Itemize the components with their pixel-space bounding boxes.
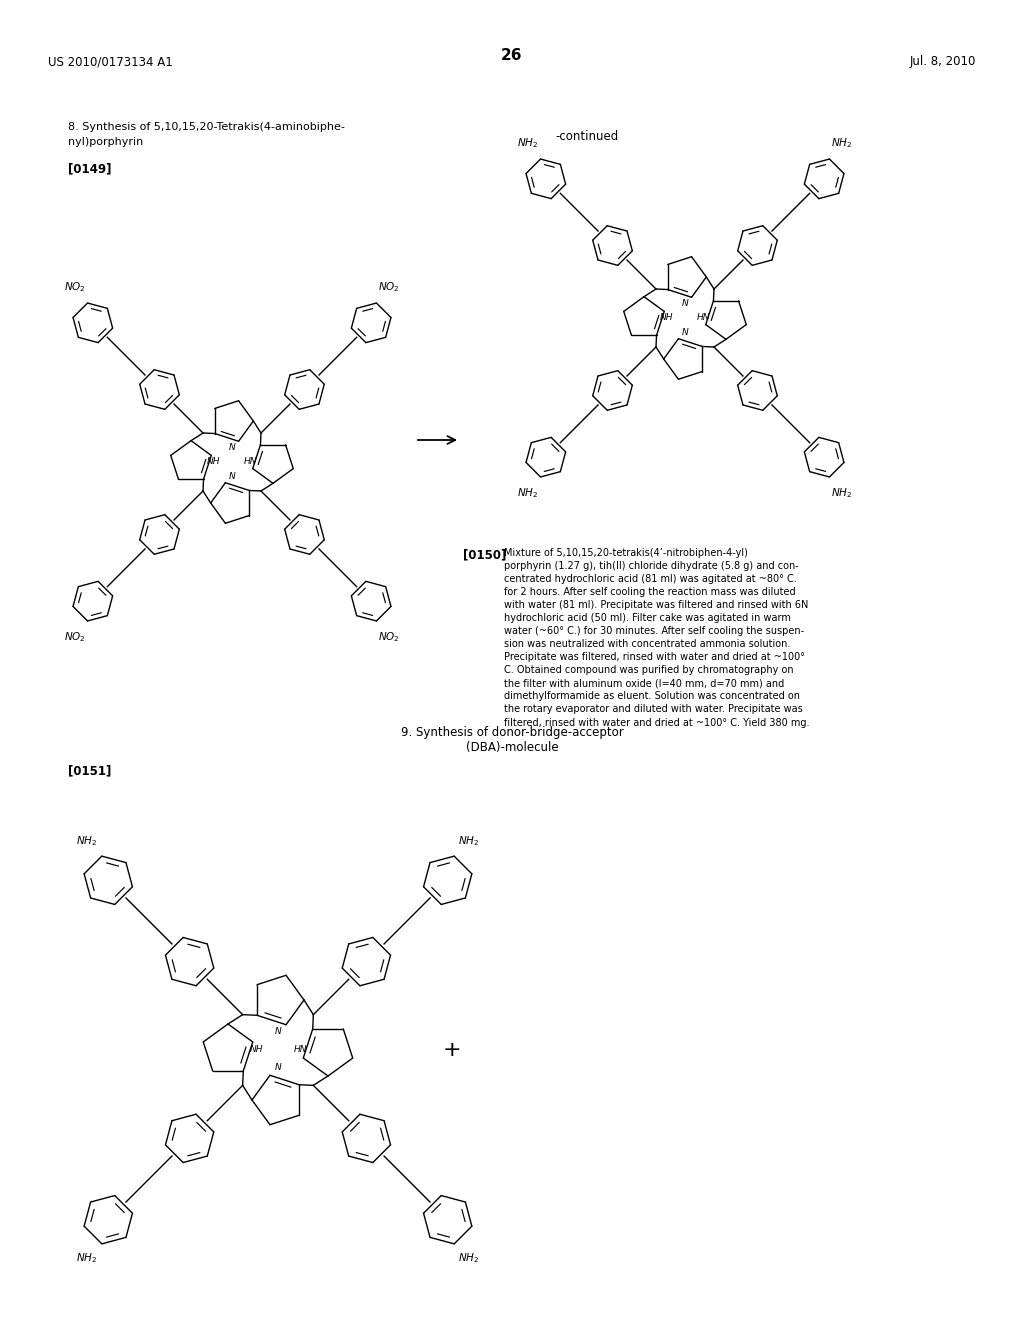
Text: [0150]: [0150] (463, 548, 507, 561)
Text: N: N (274, 1064, 282, 1072)
Text: 26: 26 (502, 48, 522, 62)
Text: Jul. 8, 2010: Jul. 8, 2010 (909, 55, 976, 69)
Text: 8. Synthesis of 5,10,15,20-Tetrakis(4-aminobiphe-: 8. Synthesis of 5,10,15,20-Tetrakis(4-am… (68, 121, 345, 132)
Text: $NO_2$: $NO_2$ (65, 630, 86, 644)
Text: nyl)porphyrin: nyl)porphyrin (68, 137, 143, 147)
Text: [0151]: [0151] (68, 764, 112, 777)
Text: +: + (442, 1040, 462, 1060)
Text: NH: NH (207, 458, 221, 466)
Text: N: N (228, 442, 236, 451)
Text: $NH_2$: $NH_2$ (517, 136, 539, 150)
Text: HN: HN (293, 1045, 307, 1055)
Text: NH: NH (660, 314, 674, 322)
Text: $NH_2$: $NH_2$ (517, 486, 539, 499)
Text: (DBA)-molecule: (DBA)-molecule (466, 741, 558, 754)
Text: HN: HN (244, 458, 257, 466)
Text: $NO_2$: $NO_2$ (378, 280, 399, 294)
Text: $NH_2$: $NH_2$ (77, 1251, 98, 1266)
Text: NH: NH (249, 1045, 263, 1055)
Text: HN: HN (696, 314, 710, 322)
Text: $NH_2$: $NH_2$ (458, 1251, 479, 1266)
Text: $NO_2$: $NO_2$ (65, 280, 86, 294)
Text: [0149]: [0149] (68, 162, 112, 176)
Text: N: N (274, 1027, 282, 1036)
Text: $NO_2$: $NO_2$ (378, 630, 399, 644)
Text: $NH_2$: $NH_2$ (831, 486, 853, 499)
Text: N: N (682, 298, 688, 308)
Text: -continued: -continued (555, 129, 618, 143)
Text: Mixture of 5,10,15,20-tetrakis(4’-nitrobiphen-4-yl)
porphyrin (1.27 g), tih(II) : Mixture of 5,10,15,20-tetrakis(4’-nitrob… (504, 548, 810, 727)
Text: N: N (228, 473, 236, 482)
Text: N: N (682, 329, 688, 337)
Text: 9. Synthesis of donor-bridge-acceptor: 9. Synthesis of donor-bridge-acceptor (400, 726, 624, 739)
Text: $NH_2$: $NH_2$ (831, 136, 853, 150)
Text: $NH_2$: $NH_2$ (458, 834, 479, 849)
Text: US 2010/0173134 A1: US 2010/0173134 A1 (48, 55, 173, 69)
Text: $NH_2$: $NH_2$ (77, 834, 98, 849)
